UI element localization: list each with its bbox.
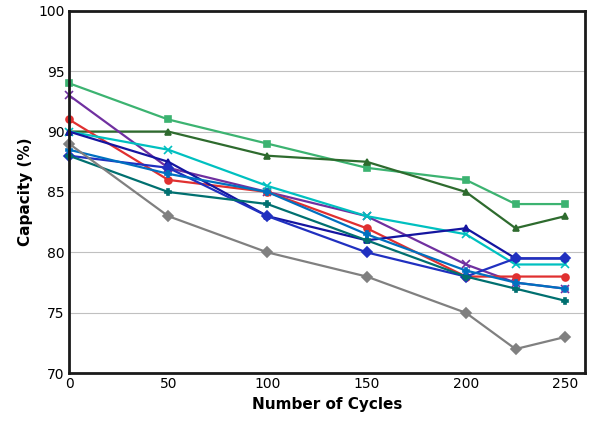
X-axis label: Number of Cycles: Number of Cycles (252, 397, 402, 412)
Y-axis label: Capacity (%): Capacity (%) (18, 138, 33, 246)
